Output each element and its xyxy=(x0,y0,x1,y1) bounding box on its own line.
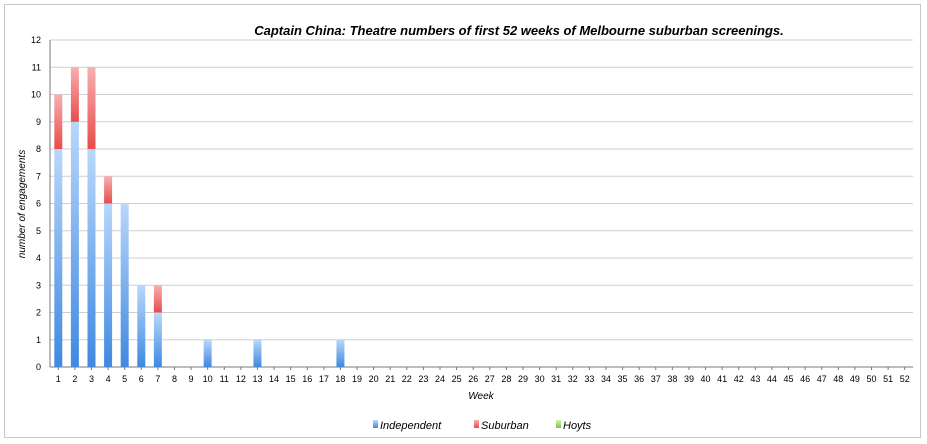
x-tick-label: 9 xyxy=(189,374,194,384)
bar-independent-week-3 xyxy=(87,149,96,367)
legend-label-hoyts: Hoyts xyxy=(563,420,592,432)
y-tick-label: 3 xyxy=(36,280,41,290)
legend-swatch-independent xyxy=(373,420,378,428)
y-tick-label: 11 xyxy=(32,62,41,72)
legend-label-suburban: Suburban xyxy=(481,420,529,432)
x-tick-label: 27 xyxy=(485,374,495,384)
x-tick-label: 42 xyxy=(734,374,744,384)
y-tick-label: 1 xyxy=(36,335,41,345)
bar-suburban-week-2 xyxy=(70,67,79,122)
x-tick-label: 2 xyxy=(72,374,77,384)
legend-swatch-hoyts xyxy=(556,420,561,428)
x-tick-label: 35 xyxy=(618,374,628,384)
y-tick-label: 9 xyxy=(36,117,41,127)
x-tick-label: 52 xyxy=(900,374,910,384)
bar-independent-week-7 xyxy=(153,312,162,367)
x-tick-label: 20 xyxy=(369,374,379,384)
x-tick-label: 48 xyxy=(833,374,843,384)
x-tick-label: 41 xyxy=(717,374,727,384)
x-tick-label: 39 xyxy=(684,374,694,384)
x-tick-label: 40 xyxy=(701,374,711,384)
gridlines xyxy=(49,39,913,368)
x-tick-label: 18 xyxy=(335,374,345,384)
y-tick-label: 4 xyxy=(36,253,41,263)
x-tick-label: 31 xyxy=(551,374,561,384)
x-tick-label: 10 xyxy=(203,374,213,384)
x-tick-label: 22 xyxy=(402,374,412,384)
legend: Independent Suburban Hoyts xyxy=(373,420,592,432)
x-tick-label: 26 xyxy=(468,374,478,384)
x-tick-label: 43 xyxy=(750,374,760,384)
bar-suburban-week-4 xyxy=(104,176,113,204)
x-tick-label: 46 xyxy=(800,374,810,384)
bar-independent-week-5 xyxy=(120,203,129,367)
x-tick-label: 50 xyxy=(867,374,877,384)
bar-independent-week-2 xyxy=(70,121,79,367)
x-tick-label: 14 xyxy=(269,374,279,384)
x-tick-label: 34 xyxy=(601,374,611,384)
bar-independent-week-6 xyxy=(137,285,146,367)
x-tick-label: 36 xyxy=(634,374,644,384)
x-tick-label: 49 xyxy=(850,374,860,384)
x-tick-label: 19 xyxy=(352,374,362,384)
x-axis-ticks: 1 2 3 4 5 6 7 8 9 10 11 12 13 14 15 16 17 18 19 20 21 22 23 24 2… xyxy=(56,367,910,384)
bar-independent-week-1 xyxy=(54,149,63,367)
x-tick-label: 44 xyxy=(767,374,777,384)
x-tick-label: 17 xyxy=(319,374,329,384)
x-tick-label: 1 xyxy=(56,374,61,384)
x-tick-label: 45 xyxy=(784,374,794,384)
x-tick-label: 16 xyxy=(302,374,312,384)
x-tick-label: 47 xyxy=(817,374,827,384)
x-tick-label: 32 xyxy=(568,374,578,384)
chart-title: Captain China: Theatre numbers of first … xyxy=(254,23,784,38)
x-tick-label: 13 xyxy=(252,374,262,384)
y-tick-label: 5 xyxy=(36,226,41,236)
x-tick-label: 15 xyxy=(286,374,296,384)
bar-independent-week-4 xyxy=(104,203,113,367)
y-tick-label: 7 xyxy=(36,171,41,181)
x-tick-label: 23 xyxy=(418,374,428,384)
x-tick-label: 4 xyxy=(106,374,111,384)
y-tick-label: 8 xyxy=(36,144,41,154)
x-tick-label: 29 xyxy=(518,374,528,384)
bar-suburban-week-1 xyxy=(54,94,63,149)
bars xyxy=(54,67,345,367)
x-tick-label: 8 xyxy=(172,374,177,384)
x-tick-label: 30 xyxy=(535,374,545,384)
legend-swatch-suburban xyxy=(474,420,479,428)
x-tick-label: 37 xyxy=(651,374,661,384)
bar-independent-week-13 xyxy=(253,339,262,367)
x-tick-label: 6 xyxy=(139,374,144,384)
legend-label-independent: Independent xyxy=(380,420,442,432)
x-tick-label: 3 xyxy=(89,374,94,384)
x-tick-label: 5 xyxy=(122,374,127,384)
x-tick-label: 25 xyxy=(452,374,462,384)
x-tick-label: 7 xyxy=(155,374,160,384)
y-tick-label: 0 xyxy=(36,362,41,372)
x-tick-label: 51 xyxy=(883,374,893,384)
x-tick-label: 38 xyxy=(667,374,677,384)
x-axis-label: Week xyxy=(468,391,494,402)
y-axis-label: number of engagements xyxy=(17,150,28,258)
x-tick-label: 11 xyxy=(220,374,229,384)
y-tick-label: 6 xyxy=(36,199,41,209)
bar-suburban-week-3 xyxy=(87,67,96,149)
bar-independent-week-18 xyxy=(336,339,345,367)
bar-suburban-week-7 xyxy=(153,285,162,313)
x-tick-label: 21 xyxy=(385,374,395,384)
x-tick-label: 12 xyxy=(236,374,246,384)
y-tick-label: 10 xyxy=(31,90,41,100)
y-tick-label: 12 xyxy=(31,35,41,45)
x-tick-label: 24 xyxy=(435,374,445,384)
bar-independent-week-10 xyxy=(203,339,212,367)
x-tick-label: 33 xyxy=(584,374,594,384)
x-tick-label: 28 xyxy=(501,374,511,384)
y-tick-label: 2 xyxy=(36,308,41,318)
